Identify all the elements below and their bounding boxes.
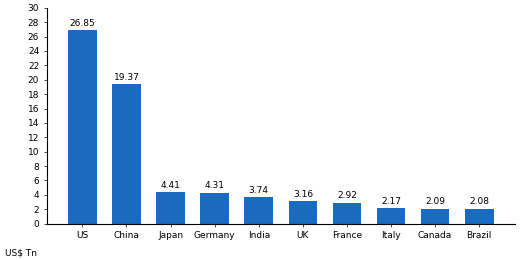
Text: US$ Tn: US$ Tn bbox=[5, 248, 37, 257]
Text: 3.74: 3.74 bbox=[249, 186, 269, 194]
Text: 2.08: 2.08 bbox=[469, 198, 489, 206]
Text: 4.31: 4.31 bbox=[205, 181, 225, 190]
Bar bbox=[465, 209, 493, 224]
Bar bbox=[156, 192, 185, 224]
Bar bbox=[200, 193, 229, 224]
Text: 26.85: 26.85 bbox=[70, 19, 95, 28]
Bar bbox=[421, 209, 449, 224]
Text: 2.17: 2.17 bbox=[381, 197, 401, 206]
Text: 2.09: 2.09 bbox=[425, 197, 445, 206]
Bar bbox=[68, 30, 97, 224]
Bar bbox=[333, 203, 361, 224]
Bar bbox=[289, 201, 317, 224]
Bar bbox=[376, 208, 406, 224]
Text: 3.16: 3.16 bbox=[293, 190, 313, 199]
Text: 4.41: 4.41 bbox=[161, 181, 180, 190]
Text: 19.37: 19.37 bbox=[113, 73, 139, 82]
Bar bbox=[244, 197, 273, 224]
Text: 2.92: 2.92 bbox=[337, 191, 357, 200]
Bar bbox=[112, 84, 141, 224]
